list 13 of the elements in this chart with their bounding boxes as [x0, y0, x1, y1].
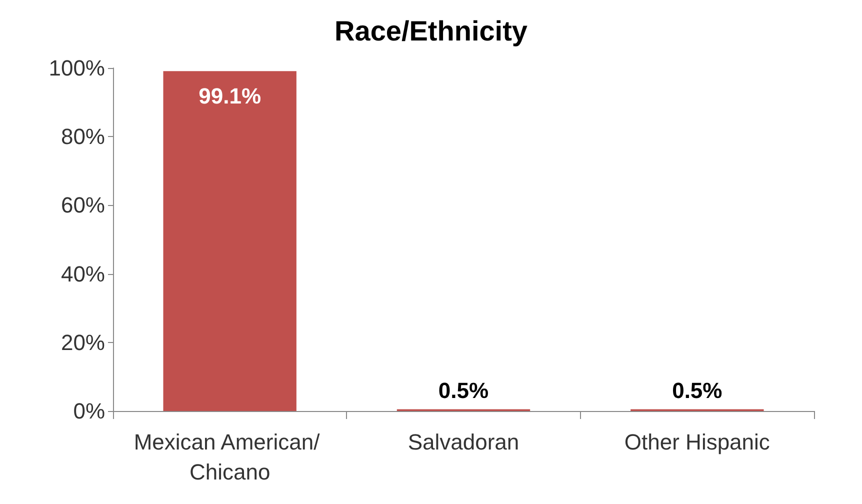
data-label: 0.5% [438, 378, 489, 403]
chart-title: Race/Ethnicity [334, 16, 528, 46]
data-label: 0.5% [672, 378, 722, 403]
data-label: 99.1% [198, 84, 262, 109]
y-tick-label: 40% [60, 261, 105, 286]
y-tick-label: 100% [48, 56, 105, 80]
x-tick-label: Mexican American/ Chicano [134, 430, 326, 484]
y-tick-label: 0% [73, 398, 105, 424]
x-tick-label: Salvadoran [408, 430, 520, 454]
y-tick-label: 60% [60, 192, 105, 218]
y-tick-label: 80% [60, 124, 105, 150]
x-tick-label: Other Hispanic [624, 430, 770, 454]
y-tick-label: 20% [60, 330, 105, 355]
